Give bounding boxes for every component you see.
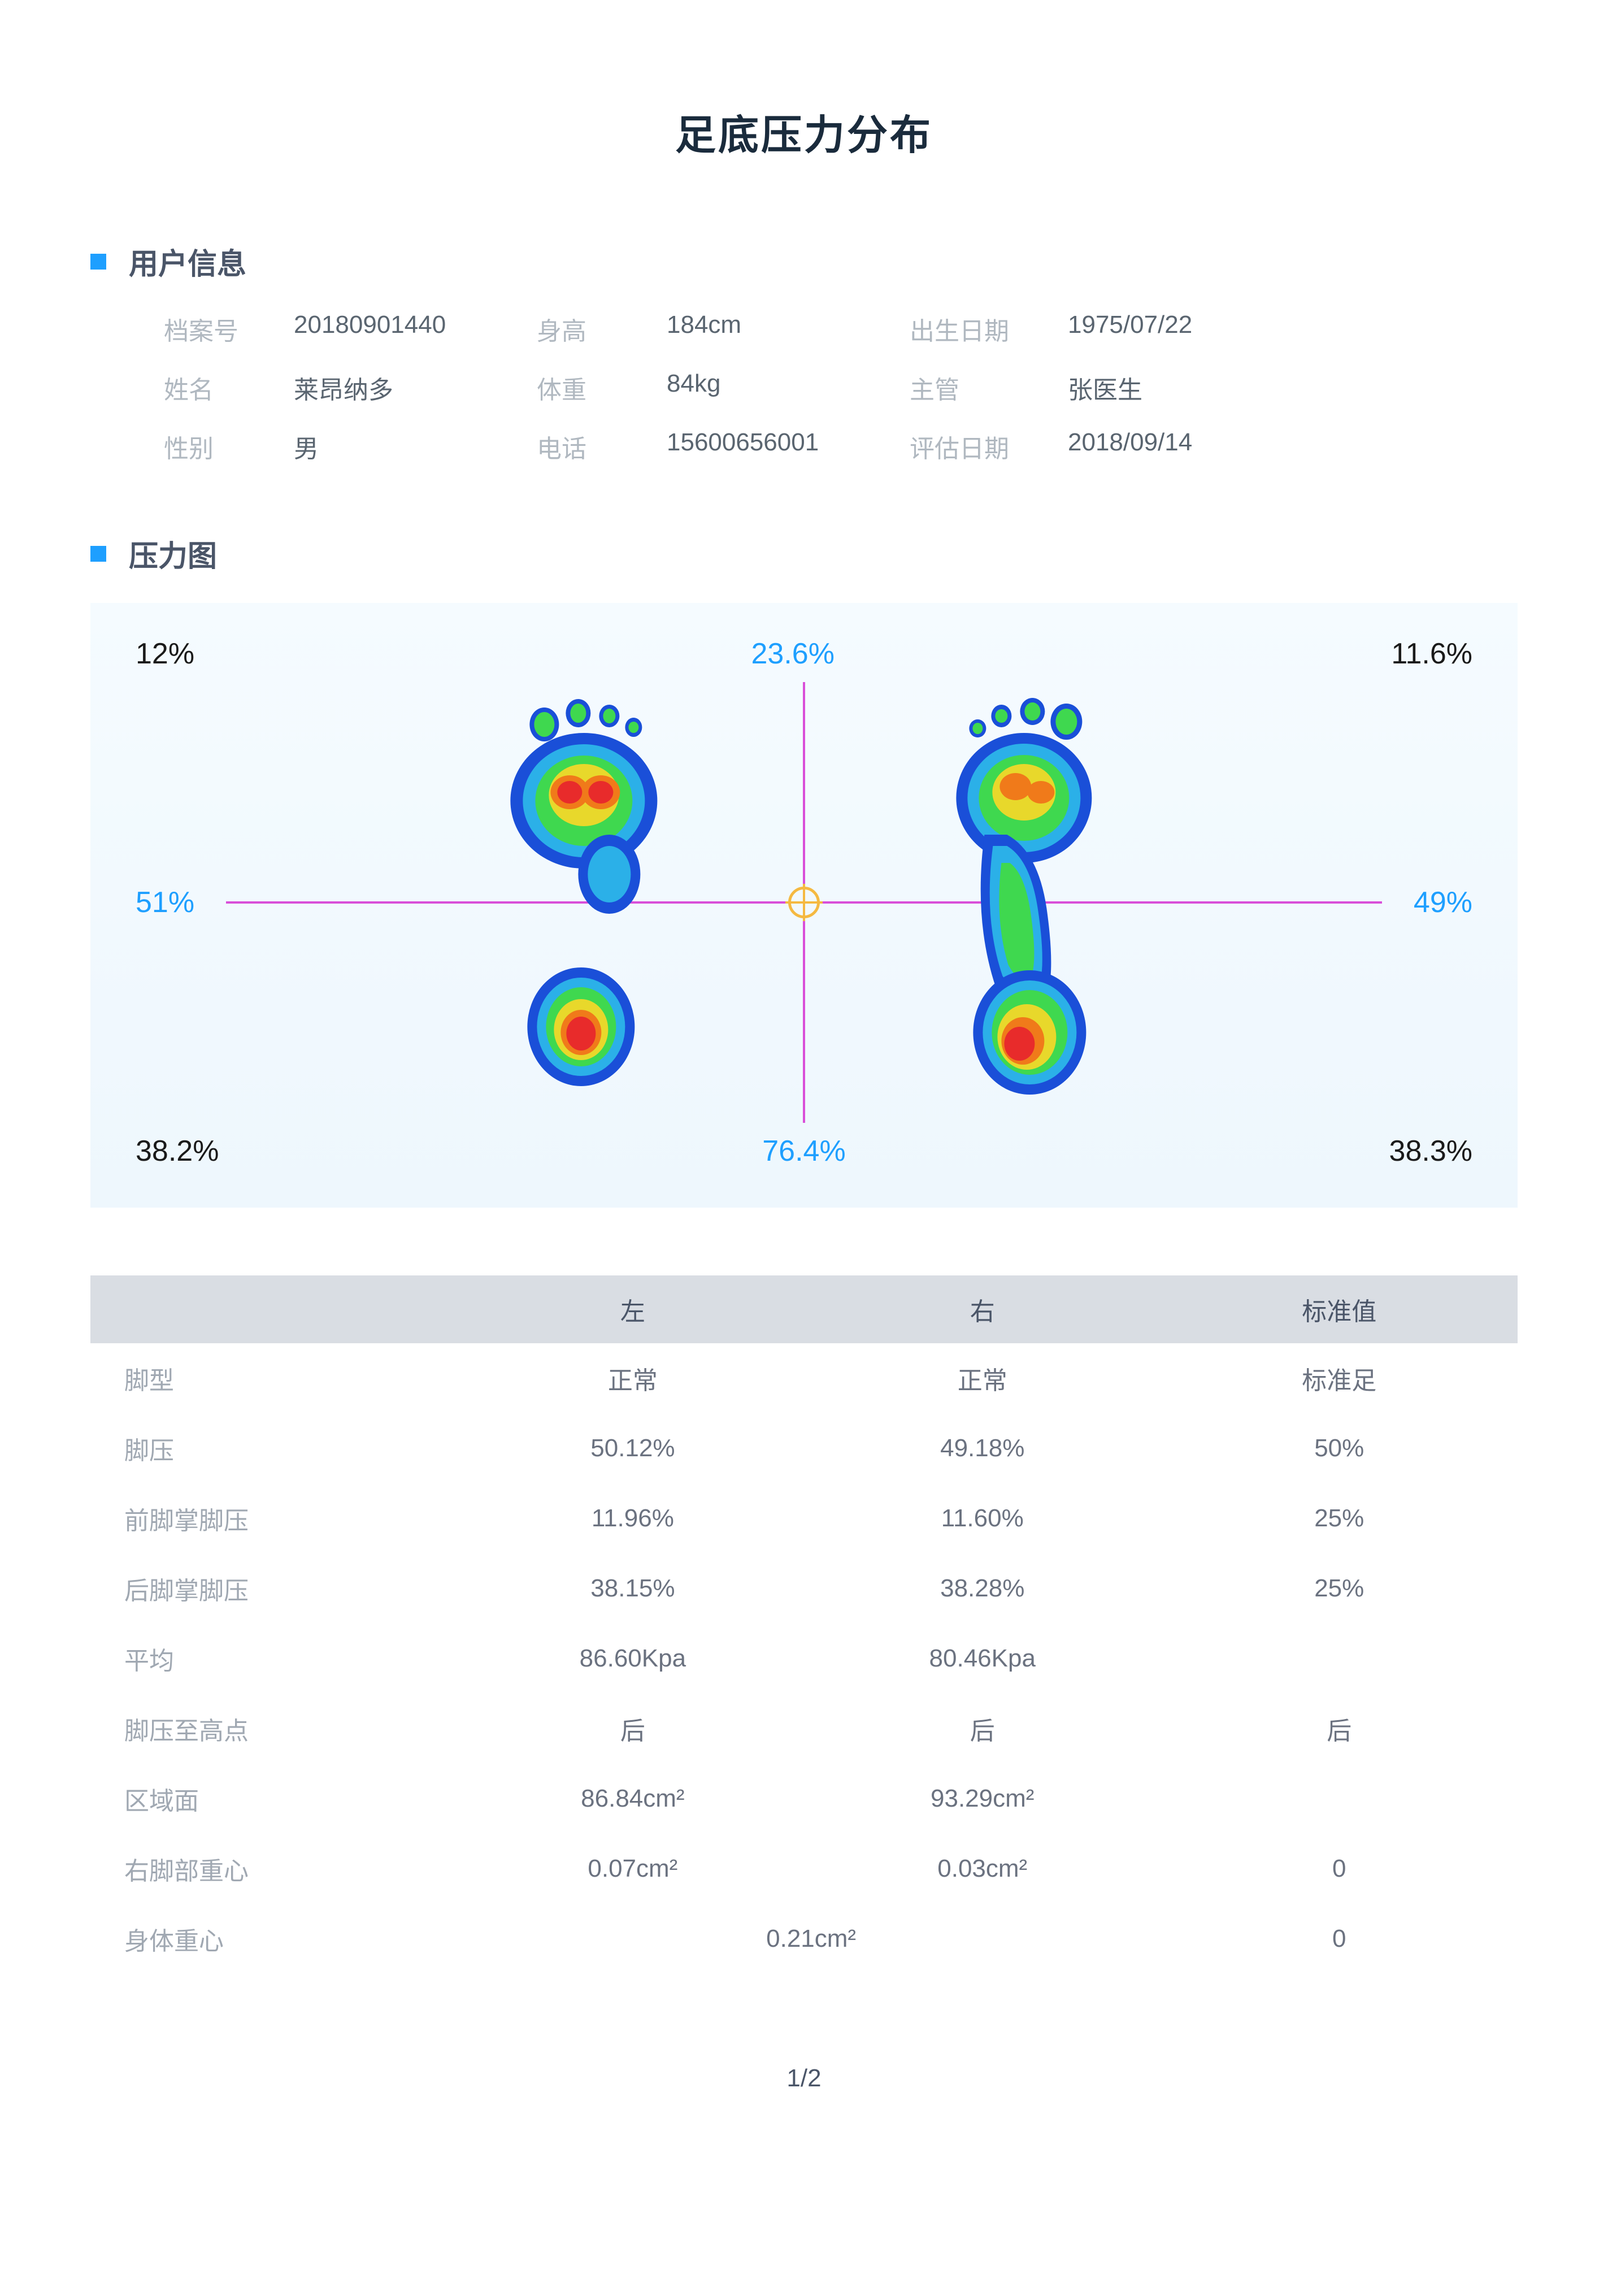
left-foot-heatmap <box>388 693 758 1112</box>
pressure-bottom-row: 38.2% 76.4% 38.3% <box>136 1134 1472 1168</box>
left-foot-svg <box>388 693 758 1112</box>
row-left-value: 11.96% <box>462 1483 804 1553</box>
label-file-no: 档案号 <box>164 311 277 347</box>
th-blank <box>90 1275 462 1343</box>
label-supervisor: 主管 <box>910 370 1051 406</box>
row-label: 脚压 <box>90 1413 462 1483</box>
row-label: 身体重心 <box>90 1904 462 1974</box>
section-bullet-icon <box>90 254 106 270</box>
pct-bottom-left: 38.2% <box>136 1134 219 1168</box>
value-dob: 1975/07/22 <box>1068 311 1294 347</box>
row-left-value: 正常 <box>462 1343 804 1413</box>
value-supervisor: 张医生 <box>1068 370 1294 406</box>
label-gender: 性别 <box>164 428 277 465</box>
row-right-value: 93.29cm² <box>804 1764 1161 1834</box>
label-height: 身高 <box>537 311 650 347</box>
label-weight: 体重 <box>537 370 650 406</box>
pct-top-center: 23.6% <box>751 637 835 671</box>
row-left-value: 后 <box>462 1694 804 1764</box>
th-left: 左 <box>462 1275 804 1343</box>
pct-bottom-center: 76.4% <box>762 1134 845 1168</box>
row-right-value: 后 <box>804 1694 1161 1764</box>
row-std-value: 25% <box>1161 1483 1518 1553</box>
table-row: 后脚掌脚压38.15%38.28%25% <box>90 1553 1518 1624</box>
row-right-value: 0.03cm² <box>804 1834 1161 1904</box>
right-foot-heatmap <box>850 693 1220 1112</box>
value-phone: 15600656001 <box>667 428 893 465</box>
row-label: 后脚掌脚压 <box>90 1553 462 1624</box>
user-info-grid: 档案号 20180901440 身高 184cm 出生日期 1975/07/22… <box>90 311 1518 465</box>
row-label: 脚型 <box>90 1343 462 1413</box>
feet-heatmap-area <box>226 682 1382 1123</box>
row-std-value: 0 <box>1161 1834 1518 1904</box>
label-phone: 电话 <box>537 428 650 465</box>
table-row: 身体重心0.21cm²0 <box>90 1904 1518 1974</box>
row-std-value <box>1161 1764 1518 1834</box>
row-left-value: 50.12% <box>462 1413 804 1483</box>
row-label: 前脚掌脚压 <box>90 1483 462 1553</box>
section-header-pressure-map: 压力图 <box>90 532 1518 575</box>
row-label: 平均 <box>90 1624 462 1694</box>
value-gender: 男 <box>294 428 520 465</box>
value-height: 184cm <box>667 311 893 347</box>
row-right-value: 49.18% <box>804 1413 1161 1483</box>
th-right: 右 <box>804 1275 1161 1343</box>
row-left-value: 86.84cm² <box>462 1764 804 1834</box>
value-file-no: 20180901440 <box>294 311 520 347</box>
pct-mid-right: 49% <box>1393 886 1472 919</box>
section-title-pressure-map: 压力图 <box>129 532 217 575</box>
pct-top-right: 11.6% <box>1391 637 1472 671</box>
label-name: 姓名 <box>164 370 277 406</box>
table-row: 脚型正常正常标准足 <box>90 1343 1518 1413</box>
th-std: 标准值 <box>1161 1275 1518 1343</box>
pressure-mid-row: 51% <box>136 682 1472 1123</box>
pct-mid-left: 51% <box>136 886 215 919</box>
table-row: 脚压50.12%49.18%50% <box>90 1413 1518 1483</box>
page-title: 足底压力分布 <box>90 102 1518 161</box>
row-label: 区域面 <box>90 1764 462 1834</box>
row-right-value: 38.28% <box>804 1553 1161 1624</box>
value-name: 莱昂纳多 <box>294 370 520 406</box>
table-row: 脚压至高点后后后 <box>90 1694 1518 1764</box>
label-dob: 出生日期 <box>910 311 1051 347</box>
label-eval-date: 评估日期 <box>910 428 1051 465</box>
section-title-user-info: 用户信息 <box>129 240 246 283</box>
table-row: 区域面86.84cm²93.29cm² <box>90 1764 1518 1834</box>
right-foot-svg <box>850 693 1220 1112</box>
pct-top-left: 12% <box>136 637 194 671</box>
row-right-value: 11.60% <box>804 1483 1161 1553</box>
table-header-row: 左 右 标准值 <box>90 1275 1518 1343</box>
pressure-data-table: 左 右 标准值 脚型正常正常标准足脚压50.12%49.18%50%前脚掌脚压1… <box>90 1275 1518 1974</box>
table-row: 前脚掌脚压11.96%11.60%25% <box>90 1483 1518 1553</box>
row-left-value: 86.60Kpa <box>462 1624 804 1694</box>
section-header-user-info: 用户信息 <box>90 240 1518 283</box>
value-weight: 84kg <box>667 370 893 406</box>
row-std-value: 后 <box>1161 1694 1518 1764</box>
row-std-value: 50% <box>1161 1413 1518 1483</box>
row-label: 脚压至高点 <box>90 1694 462 1764</box>
table-row: 平均86.60Kpa80.46Kpa <box>90 1624 1518 1694</box>
value-eval-date: 2018/09/14 <box>1068 428 1294 465</box>
row-std-value <box>1161 1624 1518 1694</box>
row-std-value: 标准足 <box>1161 1343 1518 1413</box>
row-std-value: 25% <box>1161 1553 1518 1624</box>
table-row: 右脚部重心0.07cm²0.03cm²0 <box>90 1834 1518 1904</box>
row-left-value: 38.15% <box>462 1553 804 1624</box>
section-bullet-icon <box>90 546 106 562</box>
row-label: 右脚部重心 <box>90 1834 462 1904</box>
row-std-value: 0 <box>1161 1904 1518 1974</box>
pressure-map-panel: 12% 23.6% 11.6% 51% <box>90 603 1518 1208</box>
row-left-value: 0.07cm² <box>462 1834 804 1904</box>
pressure-top-row: 12% 23.6% 11.6% <box>136 637 1472 671</box>
row-right-value: 正常 <box>804 1343 1161 1413</box>
pct-bottom-right: 38.3% <box>1389 1134 1472 1168</box>
row-right-value: 80.46Kpa <box>804 1624 1161 1694</box>
page-number: 1/2 <box>90 2064 1518 2093</box>
center-marker-icon <box>788 887 820 918</box>
row-merged-value: 0.21cm² <box>462 1904 1161 1974</box>
